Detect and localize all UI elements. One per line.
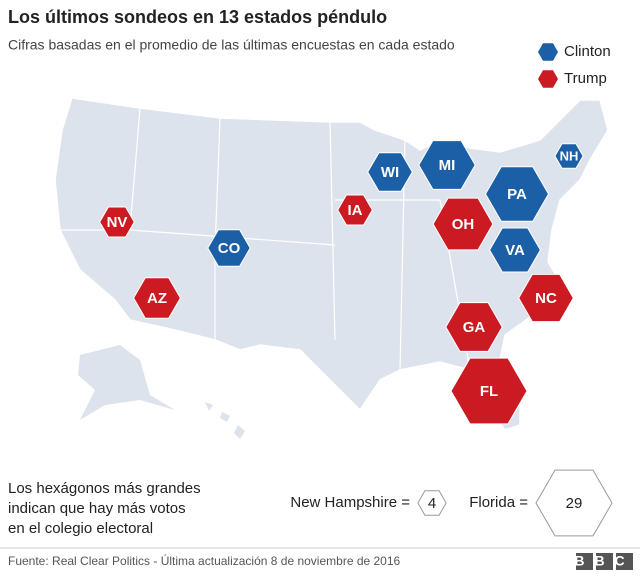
state-hexagon bbox=[554, 143, 584, 169]
state-label: WI bbox=[381, 164, 399, 181]
title: Los últimos sondeos en 13 estados péndul… bbox=[8, 7, 387, 27]
state-label: NV bbox=[107, 214, 128, 231]
state-label: FL bbox=[480, 383, 498, 400]
key-label: Florida = bbox=[469, 494, 528, 511]
state-label: OH bbox=[452, 216, 475, 233]
logo-text: BBC bbox=[574, 553, 634, 569]
legend-swatch bbox=[538, 43, 558, 61]
key-value: 29 bbox=[566, 495, 583, 512]
key-hexagon bbox=[417, 490, 447, 516]
state-hexagon bbox=[207, 229, 251, 267]
key-hexagon bbox=[535, 469, 613, 537]
state-hexagon bbox=[518, 273, 574, 323]
key-label: New Hampshire = bbox=[290, 494, 410, 511]
description: Los hexágonos más grandes bbox=[8, 480, 201, 497]
state-label: GA bbox=[463, 319, 486, 336]
legend-swatch bbox=[538, 70, 558, 88]
state-hexagon bbox=[133, 277, 181, 319]
state-hexagon bbox=[484, 166, 550, 222]
bbc-logo: BBC bbox=[574, 553, 634, 570]
legend-label: Clinton bbox=[564, 43, 611, 60]
state-hexagon bbox=[445, 302, 503, 352]
state-hexagon bbox=[432, 197, 494, 251]
description: indican que hay más votos bbox=[8, 500, 186, 517]
source: Fuente: Real Clear Politics - Última act… bbox=[8, 553, 401, 568]
state-label: NC bbox=[535, 290, 557, 307]
state-hexagon bbox=[367, 152, 413, 192]
state-hexagon bbox=[337, 194, 373, 226]
state-label: MI bbox=[439, 157, 456, 174]
state-label: VA bbox=[505, 242, 525, 259]
state-hexagon bbox=[450, 357, 528, 425]
description: en el colegio electoral bbox=[8, 520, 153, 537]
subtitle: Cifras basadas en el promedio de las últ… bbox=[8, 37, 455, 53]
state-hexagon bbox=[489, 227, 541, 273]
state-label: NH bbox=[560, 148, 579, 163]
legend-label: Trump bbox=[564, 70, 607, 87]
state-label: AZ bbox=[147, 290, 167, 307]
state-hexagon bbox=[99, 206, 135, 238]
state-label: CO bbox=[218, 240, 241, 257]
state-hexagon bbox=[418, 140, 476, 190]
state-label: IA bbox=[348, 202, 363, 219]
key-value: 4 bbox=[428, 495, 436, 512]
state-label: PA bbox=[507, 186, 527, 203]
